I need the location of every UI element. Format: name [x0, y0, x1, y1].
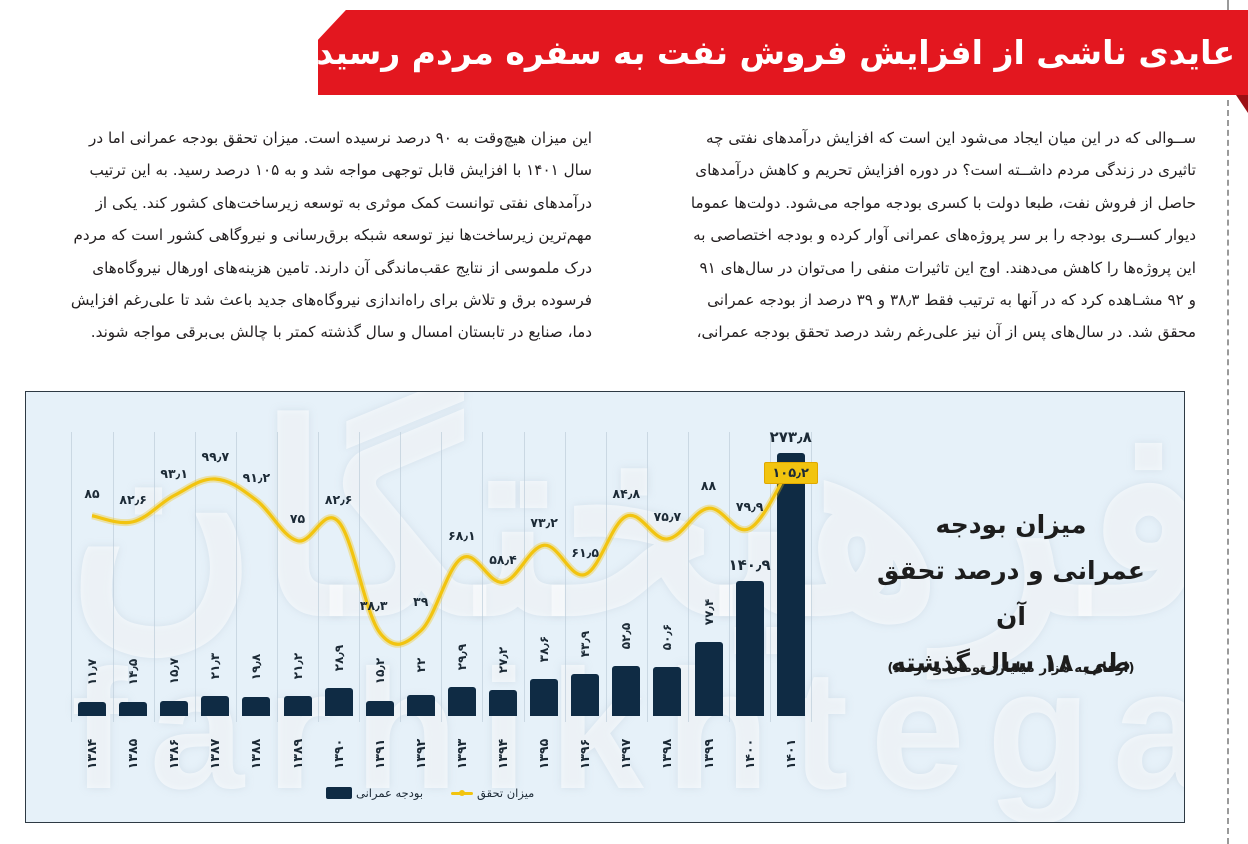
gridline	[112, 432, 114, 722]
banner-fold	[1236, 95, 1248, 113]
bar-1395	[530, 678, 559, 716]
gridline	[646, 432, 648, 722]
line-value-label: ۱۰۵٫۲	[763, 462, 818, 485]
bar-1384	[78, 702, 106, 716]
text-line: دیوار کســری بودجه را بر سر پروژه‌های عم…	[693, 226, 1196, 245]
bar-1396	[571, 673, 600, 716]
column-divider-top	[1227, 0, 1229, 12]
line-value-label: ۷۹٫۹	[735, 498, 764, 514]
bar-1398	[653, 667, 682, 716]
line-value-label: ۶۱٫۵	[571, 544, 599, 560]
line-value-label: ۷۵	[289, 510, 306, 526]
chart-title-line: طی ۱۸ سال گذشته	[890, 648, 1132, 677]
gridline	[523, 432, 525, 722]
bar-1393	[447, 687, 476, 716]
text-line: حاصل از فروش نفت، طبعا دولت با کسری بودج…	[690, 193, 1196, 212]
bar-1391	[365, 701, 394, 716]
bar-1399	[694, 641, 723, 716]
bar-1400	[735, 580, 764, 716]
bar-1385	[119, 702, 148, 716]
gridline	[400, 432, 402, 722]
line-value-label: ۶۸٫۱	[448, 528, 476, 543]
gridline	[605, 432, 607, 722]
line-value-label: ۸۲٫۶	[119, 491, 147, 507]
gridline	[564, 432, 566, 722]
legend-item-bar: بودجه عمرانی	[326, 786, 423, 800]
gridline	[729, 432, 731, 722]
chart-title: میزان بودجه عمرانی و درصد تحقق آن طی ۱۸ …	[866, 502, 1156, 686]
gridline	[441, 432, 443, 722]
gridline	[811, 432, 813, 722]
headline: عایدی ناشی از افزایش فروش نفت به سفره مر…	[297, 33, 1235, 72]
article-column-left: این میزان هیچ‌وقت به ۹۰ درصد نرسیده است.…	[30, 122, 592, 349]
chart-legend: میزان تحقق بودجه عمرانی	[326, 783, 534, 803]
line-value-label: ۷۳٫۲	[530, 515, 558, 531]
realization-line	[91, 463, 794, 648]
text-line: تاثیری در زندگی مردم داشــته است؟ در دور…	[695, 161, 1196, 180]
line-value-label: ۸۸	[700, 478, 717, 494]
text-line: و ۹۲ مشـاهده کرد که در آنها به ترتیب فقط…	[707, 291, 1196, 310]
text-line: ســوالی که در این میان ایجاد می‌شود این …	[705, 129, 1196, 147]
chart-panel: فرهیختگان farhikhtegan ۱۱٫۷۱۳۸۴۱۴٫۵۱۳۸۵۱…	[25, 391, 1185, 823]
headline-banner	[318, 10, 1248, 95]
article-column-right: ســوالی که در این میان ایجاد می‌شود این …	[630, 122, 1196, 349]
line-value-label: ۹۹٫۷	[201, 449, 230, 464]
bar-1394	[489, 689, 517, 716]
bar-1390	[324, 688, 353, 716]
bar-1388	[242, 696, 271, 716]
line-swatch-icon	[451, 789, 474, 796]
bar-1389	[283, 695, 312, 716]
column-divider	[1227, 100, 1229, 844]
bar-swatch-icon	[326, 787, 352, 799]
chart-title-line: میزان بودجه	[935, 510, 1087, 539]
line-value-label: ۵۸٫۴	[489, 552, 517, 568]
line-value-label: ۷۵٫۷	[653, 509, 682, 524]
chart-subtitle: (ارقام به هزار میلیارد تومان و درصد)	[887, 660, 1135, 676]
text-line: این پروژه‌ها را کاهش می‌دهند. اوج این تا…	[699, 258, 1197, 277]
bar-value-label: ۲۷۳٫۸	[769, 428, 812, 446]
bar-1397	[612, 665, 641, 716]
line-value-label: ۹۳٫۱	[160, 465, 188, 481]
bar-1387	[201, 695, 230, 716]
line-value-label: ۸۴٫۸	[612, 486, 641, 502]
gridline	[770, 432, 772, 722]
line-value-label: ۳۸٫۳	[359, 597, 388, 613]
bar-1392	[406, 694, 435, 716]
text-line: سال ۱۴۰۱ با افزایش قابل توجهی مواجه شد و…	[89, 161, 592, 180]
gridline	[235, 432, 237, 722]
text-line: دما، صنایع در تابستان امسال و سال گذشته …	[90, 323, 592, 342]
text-line: این میزان هیچ‌وقت به ۹۰ درصد نرسیده است.…	[89, 129, 592, 147]
gridline	[194, 432, 196, 722]
line-value-label: ۸۵	[84, 485, 100, 501]
legend-item-line: میزان تحقق	[451, 786, 534, 800]
text-line: درک ملموسی از نتایج عقب‌ماندگی آن دارند.…	[92, 258, 592, 277]
gridline	[482, 432, 484, 722]
text-line: درآمدهای نفتی توانست کمک موثری به توسعه …	[95, 193, 592, 212]
gridline	[687, 432, 689, 722]
line-value-label: ۳۹	[413, 593, 429, 609]
text-line: محقق شد. در سال‌های پس از آن نیز علی‌رغم…	[696, 323, 1196, 342]
gridline	[276, 432, 278, 722]
gridline	[318, 432, 320, 722]
gridline	[153, 432, 155, 722]
legend-label: میزان تحقق	[477, 786, 535, 800]
line-value-label: ۹۱٫۲	[242, 470, 271, 486]
line-value-label: ۸۲٫۶	[324, 491, 353, 507]
text-line: مهم‌ترین زیرساخت‌ها نیز توسعه شبکه برق‌ر…	[73, 226, 593, 245]
text-line: فرسوده برق و تلاش برای راه‌اندازی نیروگا…	[70, 291, 592, 310]
chart-title-line: عمرانی و درصد تحقق آن	[876, 556, 1146, 631]
gridline	[71, 432, 73, 722]
bar-1386	[160, 700, 189, 716]
legend-label: بودجه عمرانی	[356, 786, 424, 800]
bar-value-label: ۱۴۰٫۹	[728, 555, 771, 574]
bar-1401	[776, 453, 805, 716]
